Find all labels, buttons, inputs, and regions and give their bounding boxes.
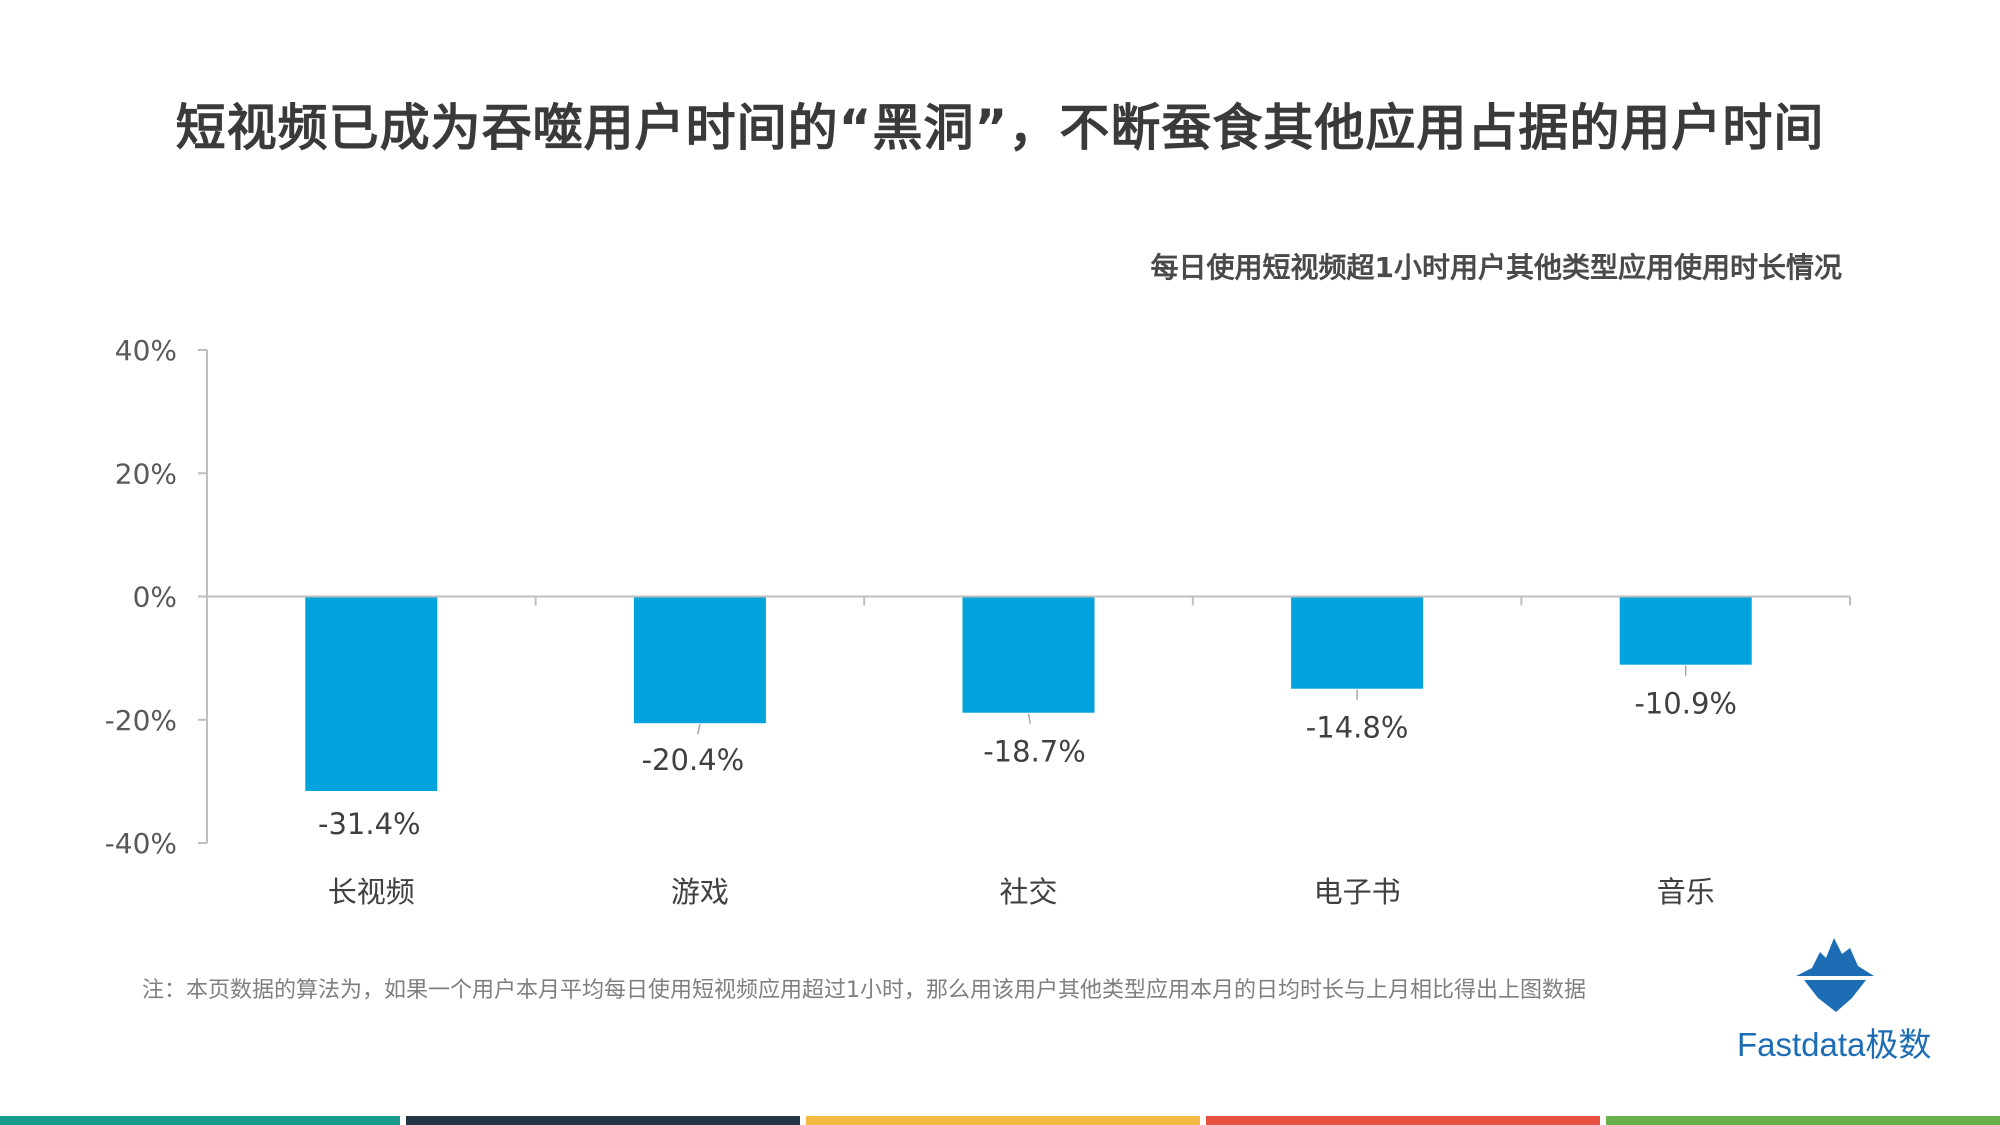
data-label: -14.8% xyxy=(1306,711,1409,745)
bar xyxy=(1291,597,1424,689)
fastdata-logo: Fastdata极数 xyxy=(1730,930,1950,1063)
x-category-label: 音乐 xyxy=(1657,875,1715,909)
bar xyxy=(962,597,1095,713)
data-label: -18.7% xyxy=(983,735,1086,769)
bar xyxy=(1619,597,1752,665)
y-tick-label: -20% xyxy=(105,704,177,737)
color-stripe xyxy=(806,1116,1200,1125)
x-category-label: 电子书 xyxy=(1314,875,1401,909)
data-label: -10.9% xyxy=(1634,687,1737,721)
data-label-leader xyxy=(697,724,701,735)
y-tick-label: 40% xyxy=(115,334,177,367)
data-label: -31.4% xyxy=(318,807,421,841)
data-label-leader xyxy=(1027,713,1032,724)
footnote: 注：本页数据的算法为，如果一个用户本月平均每日使用短视频应用超过1小时，那么用该… xyxy=(142,978,1587,1003)
x-category-label: 社交 xyxy=(999,875,1057,909)
page-title: 短视频已成为吞噬用户时间的“黑洞”，不断蚕食其他应用占据的用户时间 xyxy=(175,99,1825,157)
bar xyxy=(633,597,766,724)
color-stripe xyxy=(406,1116,800,1125)
iceberg-icon xyxy=(1794,938,1876,1012)
x-category-label: 长视频 xyxy=(328,875,415,909)
chart-subtitle: 每日使用短视频超1小时用户其他类型应用使用时长情况 xyxy=(1150,251,1843,284)
color-stripe xyxy=(1206,1116,1600,1125)
logo-text: Fastdata极数 xyxy=(1737,1026,1932,1063)
y-tick-label: -40% xyxy=(105,827,177,860)
bar-chart: 40% 20% 0% -20% -40% -31.4% 长视频 -20.4% 游戏 -18.7% 社… xyxy=(105,334,1851,909)
color-stripe xyxy=(1606,1116,2000,1125)
bottom-color-stripes xyxy=(0,1116,2000,1125)
y-tick-label: 20% xyxy=(115,457,177,490)
data-label: -20.4% xyxy=(642,743,745,777)
x-category-label: 游戏 xyxy=(671,875,729,909)
y-tick-label: 0% xyxy=(133,581,177,614)
color-stripe xyxy=(0,1116,400,1125)
bar xyxy=(305,597,438,792)
